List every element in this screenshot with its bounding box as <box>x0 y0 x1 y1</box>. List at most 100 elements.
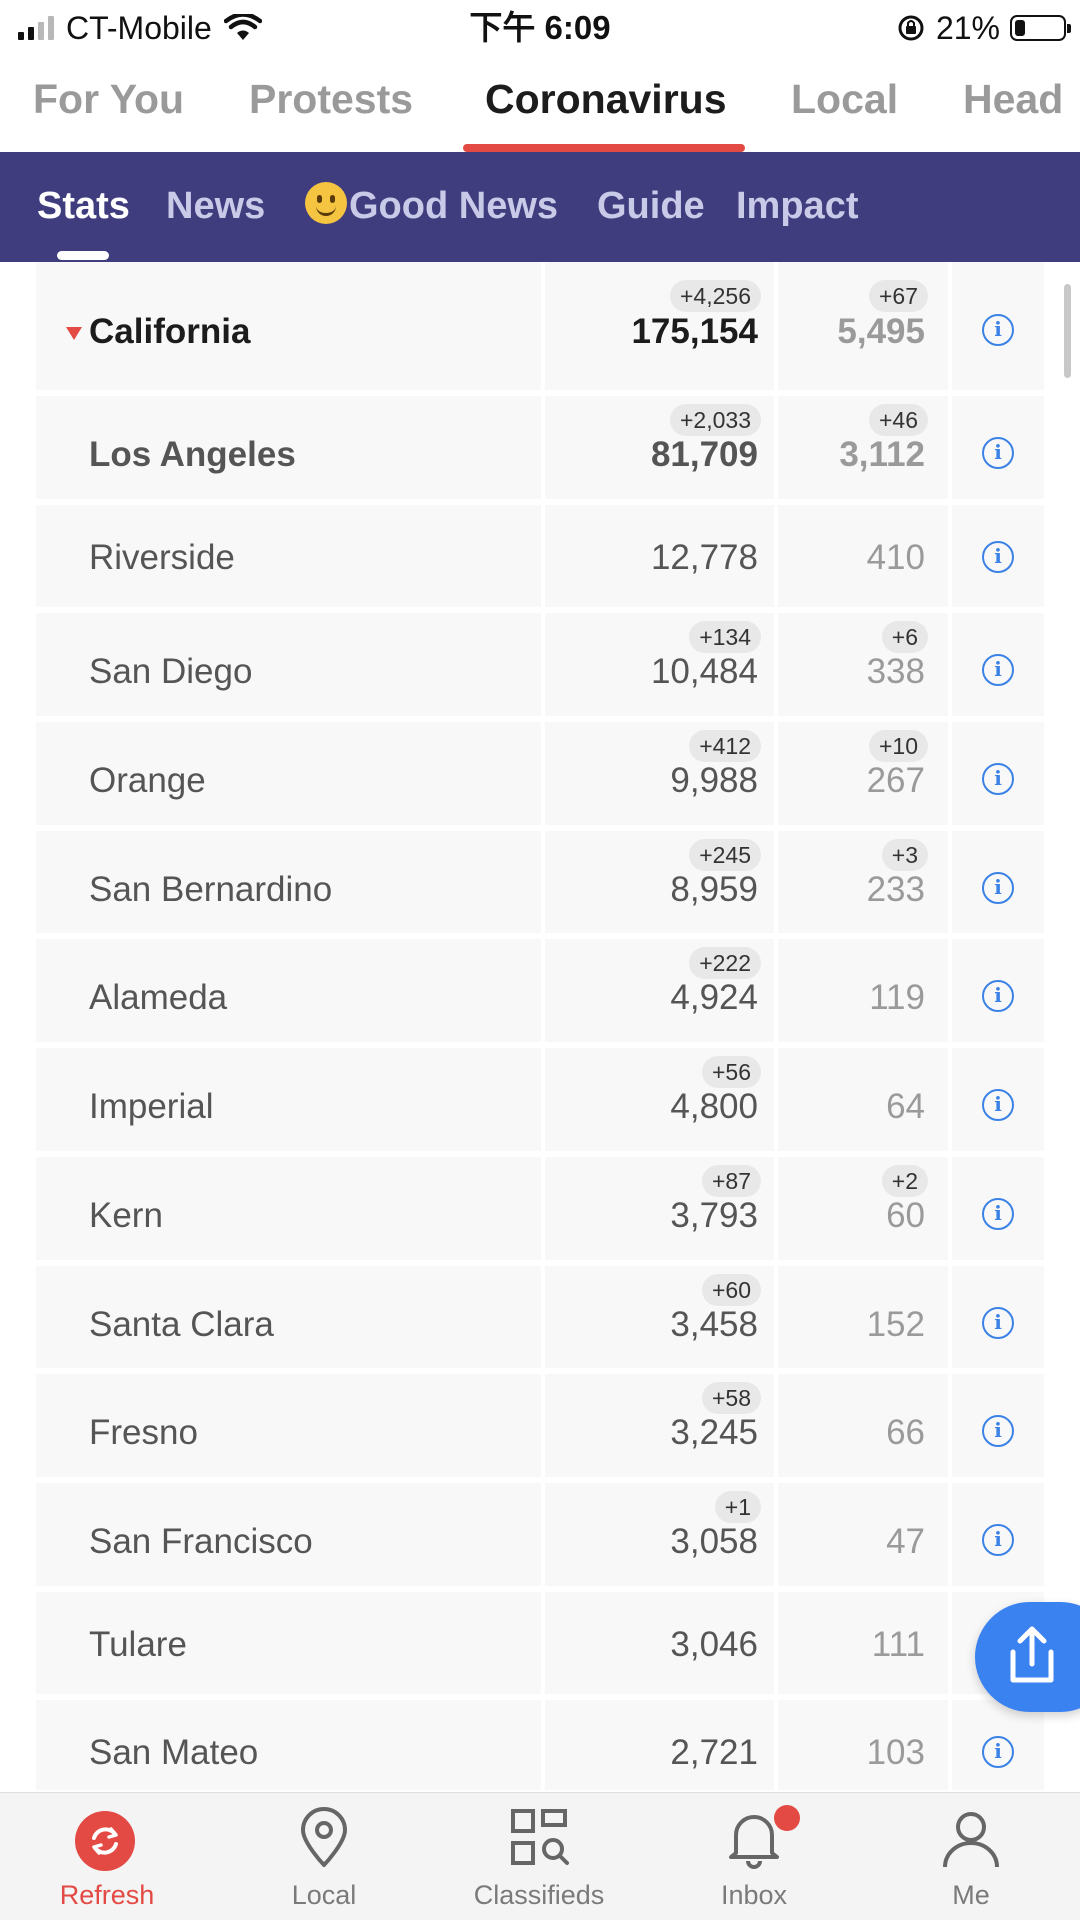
expand-triangle-icon[interactable] <box>66 327 82 340</box>
cell-divider <box>541 396 545 499</box>
nav-classifieds-label: Classifieds <box>473 1880 605 1910</box>
county-row[interactable]: San Diego +134 10,484 +6 338 i <box>36 613 1044 723</box>
county-row[interactable]: San Bernardino +245 8,959 +3 233 i <box>36 830 1044 940</box>
cell-divider <box>774 1374 778 1477</box>
deaths-value: 410 <box>866 537 925 577</box>
deaths-value: 267 <box>866 761 925 801</box>
scrollbar[interactable] <box>1064 284 1071 378</box>
info-icon[interactable]: i <box>982 654 1014 687</box>
cell-divider <box>774 722 778 825</box>
subtab-good-news[interactable]: Good News <box>305 182 558 230</box>
deaths-value: 119 <box>869 978 925 1018</box>
state-row[interactable]: California +4,256 175,154 +67 5,495 i <box>36 262 1044 396</box>
cell-divider <box>541 1156 545 1260</box>
info-icon[interactable]: i <box>982 1197 1014 1230</box>
cases-delta-badge: +1 <box>714 1490 761 1523</box>
info-icon[interactable]: i <box>982 314 1014 346</box>
signal-icon <box>18 16 54 40</box>
active-tab-indicator <box>463 144 745 152</box>
county-row[interactable]: Tulare 3,046 111 <box>36 1591 1044 1701</box>
deaths-value: 60 <box>886 1195 925 1235</box>
nav-local[interactable]: Local <box>224 1793 424 1920</box>
county-row[interactable]: Alameda +222 4,924 119 i <box>36 939 1044 1049</box>
cases-delta-badge: +4,256 <box>670 280 761 312</box>
tab-protests[interactable]: Protests <box>249 76 414 122</box>
subtab-indicator <box>57 251 109 260</box>
region-name: Kern <box>89 1195 163 1235</box>
top-category-tabs: For You Protests Coronavirus Local Head <box>0 62 1080 152</box>
deaths-delta-badge: +2 <box>881 1164 928 1197</box>
county-row[interactable]: Santa Clara +60 3,458 152 i <box>36 1265 1044 1375</box>
nav-inbox[interactable]: Inbox <box>654 1793 854 1920</box>
deaths-delta-badge: +67 <box>868 280 928 312</box>
info-icon[interactable]: i <box>982 871 1014 904</box>
info-icon[interactable]: i <box>982 437 1014 469</box>
region-name: Riverside <box>89 537 235 577</box>
nav-refresh[interactable]: Refresh <box>7 1793 207 1920</box>
wifi-icon <box>223 14 262 40</box>
location-pin-icon <box>301 1807 347 1867</box>
tab-local[interactable]: Local <box>791 76 899 122</box>
info-icon[interactable]: i <box>982 1089 1014 1122</box>
cases-value: 2,721 <box>670 1733 758 1773</box>
tab-head[interactable]: Head <box>963 76 1064 122</box>
cell-divider <box>774 1048 778 1151</box>
subtab-stats[interactable]: Stats <box>37 185 130 227</box>
tab-coronavirus[interactable]: Coronavirus <box>485 76 727 122</box>
cell-divider <box>541 262 545 390</box>
cases-delta-badge: +134 <box>689 621 761 654</box>
nav-refresh-label: Refresh <box>59 1880 155 1910</box>
subtab-good-news-label: Good News <box>349 185 559 227</box>
cell-divider <box>948 1048 952 1151</box>
info-icon[interactable]: i <box>982 763 1014 796</box>
county-row[interactable]: Kern +87 3,793 +2 60 i <box>36 1156 1044 1266</box>
subtab-impact[interactable]: Impact <box>736 185 859 227</box>
deaths-value: 103 <box>866 1733 925 1773</box>
county-row[interactable]: Los Angeles +2,033 81,709 +46 3,112 i <box>36 396 1044 505</box>
county-row[interactable]: Riverside 12,778 410 i <box>36 504 1044 614</box>
cell-divider <box>948 1591 952 1695</box>
info-icon[interactable]: i <box>982 1415 1014 1448</box>
deaths-value: 64 <box>886 1087 925 1127</box>
cases-value: 9,988 <box>670 761 758 801</box>
battery-percent: 21% <box>935 9 1000 46</box>
bottom-navigation: Refresh Local Classifieds Inbox Me <box>0 1792 1080 1920</box>
share-button[interactable] <box>975 1602 1080 1712</box>
tab-for-you[interactable]: For You <box>33 76 185 122</box>
cell-divider <box>774 1591 778 1695</box>
cell-divider <box>541 1374 545 1477</box>
cases-value: 81,709 <box>650 435 758 474</box>
deaths-value: 66 <box>886 1413 925 1453</box>
cell-divider <box>774 504 778 608</box>
info-icon[interactable]: i <box>982 1736 1014 1769</box>
cases-delta-badge: +412 <box>689 730 761 763</box>
nav-me[interactable]: Me <box>871 1793 1071 1920</box>
cases-value: 8,959 <box>670 869 758 909</box>
cases-delta-badge: +245 <box>689 838 761 871</box>
nav-classifieds[interactable]: Classifieds <box>439 1793 639 1920</box>
cases-value: 3,793 <box>670 1195 758 1235</box>
nav-inbox-label: Inbox <box>720 1880 788 1910</box>
cell-divider <box>541 939 545 1043</box>
county-row[interactable]: San Francisco +1 3,058 47 i <box>36 1482 1044 1592</box>
county-row[interactable]: Fresno +58 3,245 66 i <box>36 1374 1044 1483</box>
person-icon <box>943 1812 999 1868</box>
cell-divider <box>541 1591 545 1695</box>
region-name: Alameda <box>89 978 228 1018</box>
subtab-news[interactable]: News <box>166 185 266 227</box>
info-icon[interactable]: i <box>982 980 1014 1013</box>
region-name: Fresno <box>89 1413 198 1453</box>
info-icon[interactable]: i <box>982 540 1014 573</box>
county-row[interactable]: Orange +412 9,988 +10 267 i <box>36 722 1044 831</box>
subtab-guide[interactable]: Guide <box>597 185 705 227</box>
cell-divider <box>774 262 778 390</box>
county-row[interactable]: San Mateo 2,721 103 i <box>36 1700 1044 1790</box>
cell-divider <box>774 1156 778 1260</box>
info-icon[interactable]: i <box>982 1523 1014 1556</box>
deaths-value: 5,495 <box>837 312 925 351</box>
county-row[interactable]: Imperial +56 4,800 64 i <box>36 1048 1044 1157</box>
info-icon[interactable]: i <box>982 1306 1014 1339</box>
cell-divider <box>541 1265 545 1369</box>
cell-divider <box>774 613 778 717</box>
cases-value: 4,924 <box>670 978 758 1018</box>
